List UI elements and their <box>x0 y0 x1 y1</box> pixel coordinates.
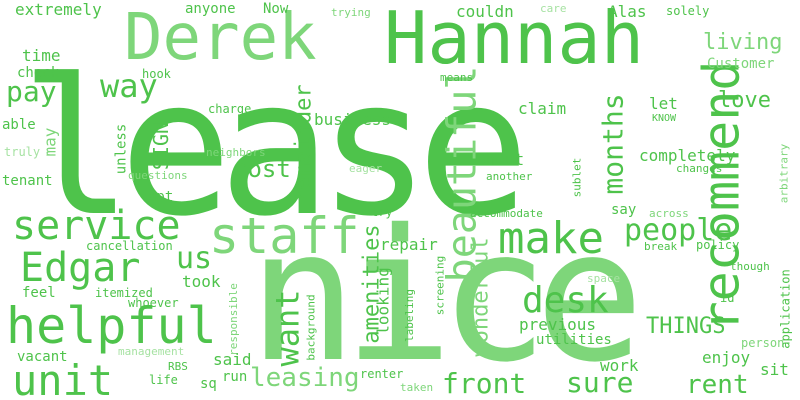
word-want: want <box>268 289 307 367</box>
word-apt: apt <box>148 189 174 205</box>
word-claim: claim <box>518 99 567 118</box>
word-person: person <box>741 336 785 350</box>
word-say: say <box>611 202 637 218</box>
word-solely: solely <box>666 4 710 18</box>
word-rent: rent <box>686 370 749 400</box>
word-neighbors: neighbors <box>206 146 266 159</box>
word-nice: nice <box>248 190 644 400</box>
word-sure: sure <box>566 366 634 399</box>
word-people: people <box>624 213 733 248</box>
word-completely: completely <box>639 146 736 165</box>
word-run: run <box>222 369 248 385</box>
word-us: us <box>176 241 213 276</box>
word-whoever: whoever <box>128 296 179 310</box>
word-anyone: anyone <box>185 1 236 17</box>
word-questions: questions <box>128 169 188 182</box>
word-business: business <box>314 110 392 129</box>
word-repair: repair <box>380 235 438 254</box>
word-let: let <box>649 94 678 113</box>
word-care: care <box>540 2 567 15</box>
word-life: life <box>149 373 178 387</box>
word-another: another <box>486 170 533 183</box>
word-itemized: itemized <box>95 286 153 300</box>
word-arbitrary: arbitrary <box>777 143 791 204</box>
word-now: Now <box>263 1 289 17</box>
word-looking: looking <box>373 267 393 335</box>
word-eager: eager <box>349 162 383 175</box>
word-background: background <box>304 294 318 361</box>
word-unless: unless <box>113 123 130 175</box>
word-love: love <box>718 88 771 113</box>
word-sign: SIGN <box>149 121 174 171</box>
word-living: living <box>703 30 783 55</box>
word-enjoy: enjoy <box>702 348 751 367</box>
word-responsible: responsible <box>226 283 240 356</box>
word-accommodate: accommodate <box>470 207 543 220</box>
word-taken: taken <box>400 381 434 394</box>
word-extremely: extremely <box>15 0 102 19</box>
word-try: try <box>371 205 393 219</box>
word-took: took <box>182 272 221 291</box>
word-able: able <box>2 117 36 133</box>
word-hannah: Hannah <box>384 0 645 80</box>
word-edgar: Edgar <box>20 245 141 291</box>
word-truly: truly <box>4 145 41 159</box>
word-said: said <box>213 350 252 369</box>
word-sq: sq <box>200 376 217 392</box>
word-may: may <box>40 127 60 157</box>
word-things: THINGS <box>646 314 726 339</box>
word-time: time <box>22 46 61 65</box>
word-management: management <box>118 345 185 358</box>
word-sublet: sublet <box>570 157 584 198</box>
word-id: id <box>720 291 735 305</box>
word-policy: policy <box>696 238 740 252</box>
word-remainder: remainder <box>291 84 317 204</box>
word-break: break <box>644 240 678 253</box>
word-though: though <box>730 260 770 273</box>
word-hook: hook <box>142 67 171 81</box>
word-across: across <box>649 207 689 220</box>
word-leasing: leasing <box>250 363 360 393</box>
word-screening: screening <box>433 255 447 316</box>
word-feel: feel <box>22 285 56 301</box>
word-rbs: RBS <box>168 360 188 373</box>
word-previous: previous <box>519 315 597 334</box>
word-lease: lease <box>20 39 530 258</box>
word-trying: trying <box>331 6 371 19</box>
word-space: space <box>587 272 621 285</box>
word-application: application <box>778 269 793 349</box>
word-front: front <box>442 367 527 400</box>
word-unit: unit <box>12 356 114 400</box>
word-renter: renter <box>360 367 404 381</box>
word-service: service <box>12 203 181 249</box>
word-staff: staff <box>209 207 360 265</box>
word-pay: pay <box>6 75 57 108</box>
word-vacant: vacant <box>17 349 68 365</box>
word-months: months <box>596 93 630 195</box>
word-way: way <box>100 67 158 105</box>
word-shout: Shout <box>476 150 525 169</box>
word-charge: charge <box>208 102 252 116</box>
word-helpful: helpful <box>6 297 217 355</box>
word-couldn: couldn <box>456 2 514 21</box>
word-changes: changes <box>676 162 723 175</box>
word-work: work <box>600 356 639 375</box>
word-labeling: labeling <box>402 289 416 342</box>
word-derek: Derek <box>124 1 317 75</box>
word-tenant: tenant <box>2 173 53 189</box>
word-desk: desk <box>522 280 609 321</box>
word-customer: Customer <box>707 56 775 72</box>
word-cost: cost <box>233 155 291 183</box>
word-know: KNOW <box>652 113 677 124</box>
word-wonderful: wonderful <box>468 237 494 357</box>
word-cancellation: cancellation <box>86 239 173 253</box>
word-make: make <box>498 213 604 264</box>
word-alas: Alas <box>608 2 647 21</box>
word-means: means <box>440 71 474 84</box>
word-sit: sit <box>760 360 789 379</box>
word-check: check <box>17 65 60 81</box>
word-utilities: utilities <box>536 332 612 348</box>
